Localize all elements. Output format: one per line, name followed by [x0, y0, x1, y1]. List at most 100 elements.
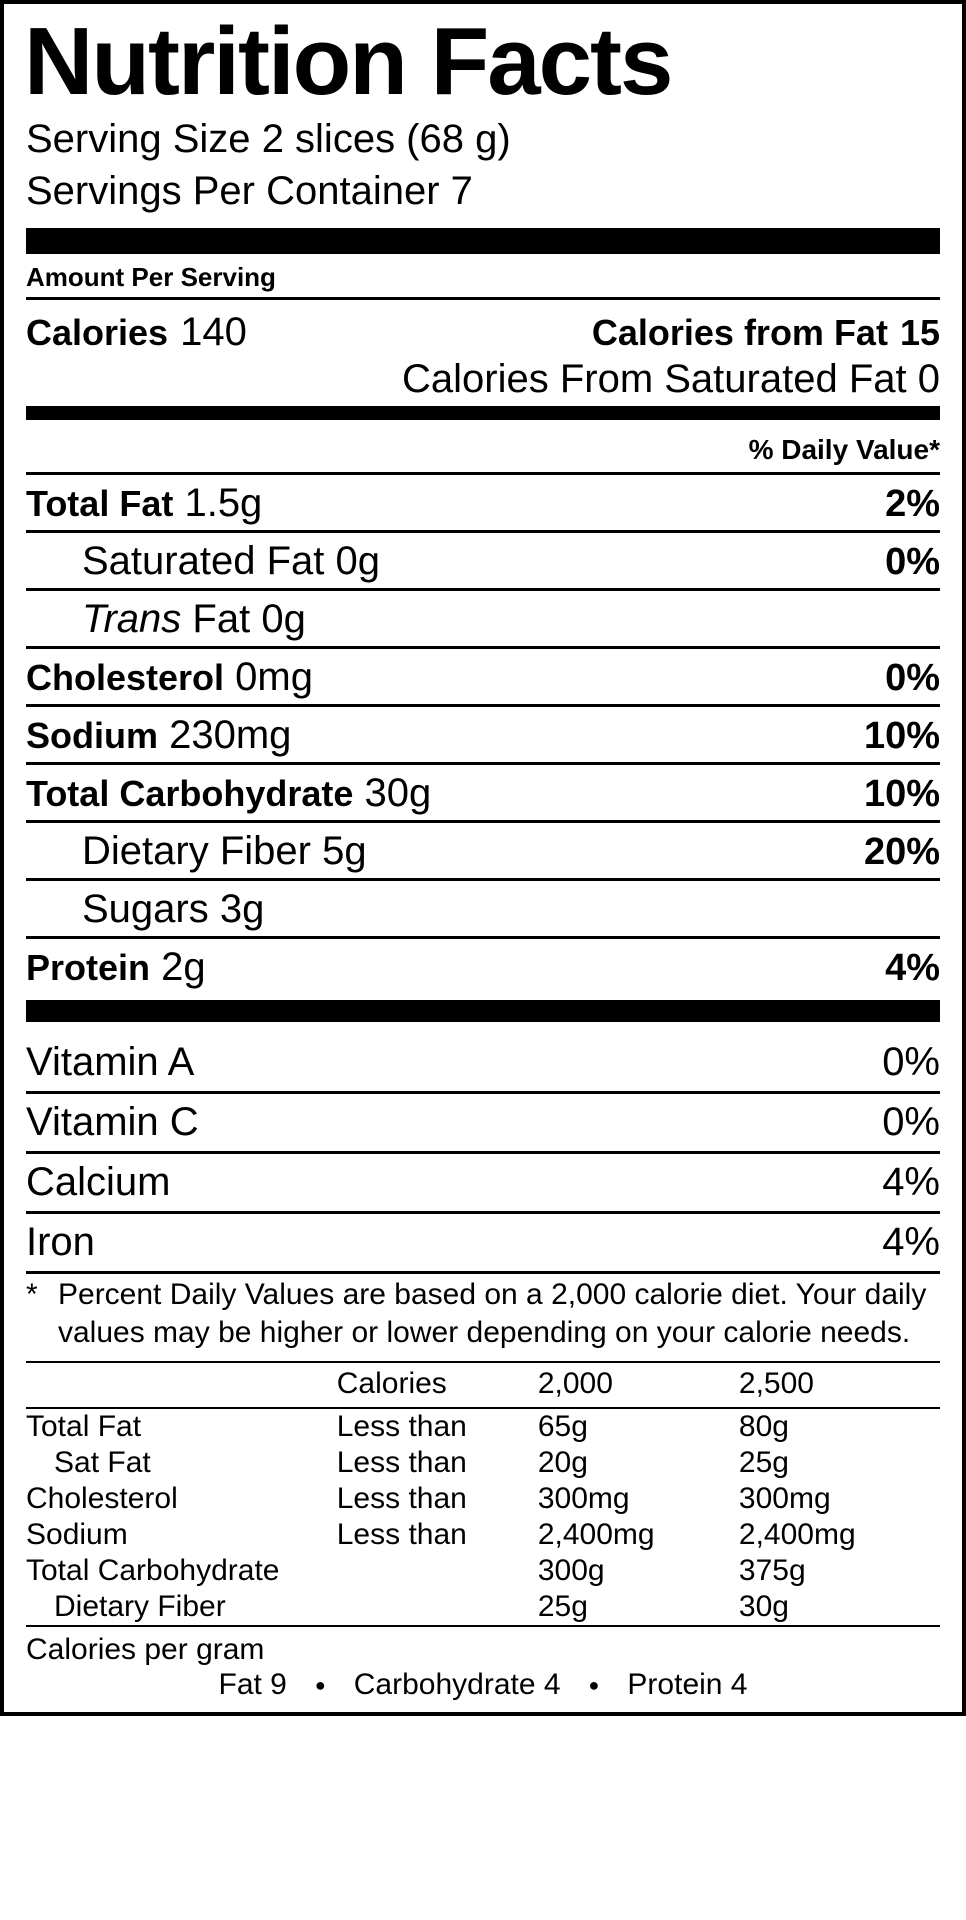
reference-cell: Less than	[337, 1446, 538, 1480]
reference-cell: Less than	[337, 1410, 538, 1444]
footnote: *Percent Daily Values are based on a 2,0…	[26, 1274, 940, 1351]
calories-per-gram-label: Calories per gram	[26, 1627, 940, 1667]
col-calories: Calories	[337, 1367, 538, 1401]
reference-cell: 300mg	[739, 1482, 940, 1516]
nutrient-label: Total Carbohydrate	[26, 773, 353, 814]
reference-table-row: CholesterolLess than300mg300mg	[26, 1481, 940, 1517]
row-total-carbohydrate: Total Carbohydrate 30g 10%	[26, 765, 940, 823]
reference-cell: 30g	[739, 1590, 940, 1624]
reference-cell: Cholesterol	[26, 1482, 337, 1516]
calories-from-sat-fat: Calories From Saturated Fat 0	[26, 357, 940, 404]
row-dietary-fiber: Dietary Fiber 5g 20%	[26, 823, 940, 881]
nutrient-dv: 20%	[864, 831, 940, 874]
nutrient-value: 3g	[220, 887, 265, 931]
reference-cell: 20g	[538, 1446, 739, 1480]
cpg-fat: Fat 9	[219, 1668, 287, 1702]
nutrient-dv: 0%	[885, 657, 940, 700]
reference-table-row: Dietary Fiber25g30g	[26, 1589, 940, 1625]
calories-row: Calories 140 Calories from Fat 15	[26, 300, 940, 357]
bullet-icon: ●	[589, 1676, 600, 1694]
calories-from-sat-fat-value: 0	[918, 357, 940, 401]
nutrient-label: Cholesterol	[26, 657, 224, 698]
cpg-prot: Protein 4	[627, 1668, 747, 1702]
footnote-text: Percent Daily Values are based on a 2,00…	[58, 1276, 932, 1351]
reference-cell: Less than	[337, 1518, 538, 1552]
nutrient-value: 1.5g	[184, 481, 262, 525]
reference-cell	[337, 1590, 538, 1624]
reference-table: Calories 2,000 2,500 Total FatLess than6…	[26, 1361, 940, 1627]
row-vitamin-c: Vitamin C 0%	[26, 1094, 940, 1154]
reference-table-row: Total Carbohydrate300g375g	[26, 1553, 940, 1589]
row-trans-fat: Trans Fat 0g	[26, 591, 940, 649]
reference-cell: 375g	[739, 1554, 940, 1588]
calories-value: 140	[180, 310, 247, 355]
reference-cell: 2,400mg	[538, 1518, 739, 1552]
reference-cell: 65g	[538, 1410, 739, 1444]
reference-table-header: Calories 2,000 2,500	[26, 1363, 940, 1409]
nutrient-value: 5g	[322, 829, 367, 873]
row-vitamin-a: Vitamin A 0%	[26, 1034, 940, 1094]
nutrient-label: Saturated Fat	[82, 539, 324, 583]
servings-per-container-label: Servings Per Container	[26, 169, 440, 213]
nutrient-value: 2g	[161, 945, 206, 989]
vitamin-label: Vitamin C	[26, 1100, 199, 1145]
vitamin-label: Vitamin A	[26, 1040, 194, 1085]
reference-cell: Sodium	[26, 1518, 337, 1552]
nutrient-value: 0g	[336, 539, 381, 583]
row-iron: Iron 4%	[26, 1214, 940, 1274]
serving-size: Serving Size 2 slices (68 g)	[26, 116, 940, 162]
nutrient-label: Dietary Fiber	[82, 829, 311, 873]
divider-bar	[26, 228, 940, 254]
trans-prefix: Trans	[82, 597, 181, 641]
bullet-icon: ●	[315, 1676, 326, 1694]
nutrient-dv: 2%	[885, 483, 940, 526]
panel-title: Nutrition Facts	[24, 14, 942, 110]
row-saturated-fat: Saturated Fat 0g 0%	[26, 533, 940, 591]
nutrient-value: 0g	[261, 597, 306, 641]
nutrition-facts-panel: Nutrition Facts Serving Size 2 slices (6…	[0, 0, 966, 1716]
nutrient-dv: 10%	[864, 773, 940, 816]
vitamin-label: Iron	[26, 1220, 95, 1265]
calories-from-sat-fat-label: Calories From Saturated Fat	[402, 357, 907, 401]
nutrient-dv: 10%	[864, 715, 940, 758]
nutrient-value: 30g	[365, 771, 432, 815]
reference-cell: 300g	[538, 1554, 739, 1588]
vitamin-dv: 0%	[882, 1100, 940, 1145]
nutrient-value: 0mg	[235, 655, 313, 699]
nutrient-dv: 0%	[885, 541, 940, 584]
nutrient-label: Protein	[26, 947, 150, 988]
reference-cell: 80g	[739, 1410, 940, 1444]
footnote-star: *	[26, 1276, 58, 1314]
servings-per-container: Servings Per Container 7	[26, 168, 940, 214]
reference-cell: Total Fat	[26, 1410, 337, 1444]
divider-bar	[26, 1000, 940, 1022]
nutrient-label: Sodium	[26, 715, 158, 756]
daily-value-header: % Daily Value*	[26, 424, 940, 475]
col-blank	[26, 1367, 337, 1401]
vitamin-dv: 4%	[882, 1220, 940, 1265]
divider-bar	[26, 406, 940, 420]
calories-per-gram-values: Fat 9 ● Carbohydrate 4 ● Protein 4	[26, 1667, 940, 1706]
nutrient-value: 230mg	[169, 713, 291, 757]
vitamin-dv: 4%	[882, 1160, 940, 1205]
nutrient-dv: 4%	[885, 947, 940, 990]
vitamin-dv: 0%	[882, 1040, 940, 1085]
row-calcium: Calcium 4%	[26, 1154, 940, 1214]
calories-from-fat-label: Calories from Fat	[592, 312, 888, 354]
reference-cell: Dietary Fiber	[26, 1590, 337, 1624]
calories-from-fat-value: 15	[900, 312, 940, 354]
vitamin-label: Calcium	[26, 1160, 170, 1205]
reference-table-row: Sat FatLess than20g25g	[26, 1445, 940, 1481]
row-sodium: Sodium 230mg 10%	[26, 707, 940, 765]
reference-cell: 2,400mg	[739, 1518, 940, 1552]
calories-label: Calories	[26, 312, 168, 354]
cpg-carb: Carbohydrate 4	[354, 1668, 561, 1702]
reference-cell: 25g	[739, 1446, 940, 1480]
row-protein: Protein 2g 4%	[26, 939, 940, 994]
col-2000: 2,000	[538, 1367, 739, 1401]
reference-cell	[337, 1554, 538, 1588]
reference-cell: Less than	[337, 1482, 538, 1516]
row-total-fat: Total Fat 1.5g 2%	[26, 475, 940, 533]
reference-cell: 300mg	[538, 1482, 739, 1516]
row-cholesterol: Cholesterol 0mg 0%	[26, 649, 940, 707]
